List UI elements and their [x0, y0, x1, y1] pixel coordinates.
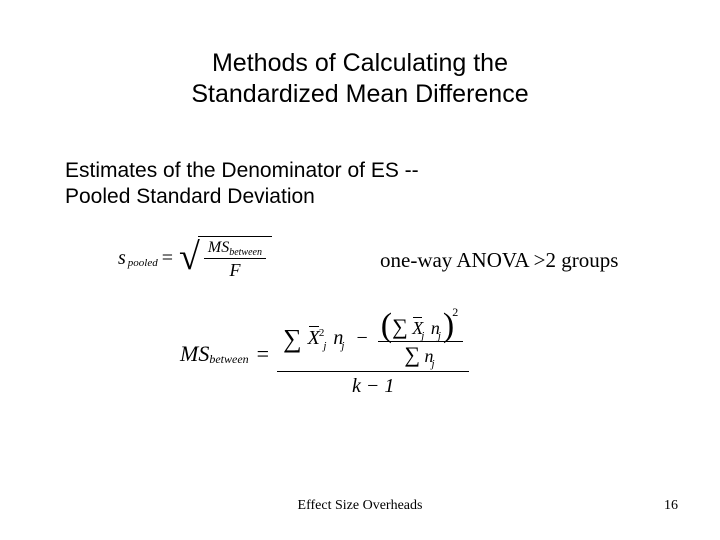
index-j: j [438, 330, 441, 342]
f1-numerator-symbol: MS [208, 239, 229, 256]
subtitle-line-1: Estimates of the Denominator of ES -- [65, 159, 419, 182]
title-line-1: Methods of Calculating the [212, 49, 508, 77]
x-bar: X [308, 327, 320, 350]
equals-sign: = [162, 247, 173, 270]
f2-lhs-symbol: MS [180, 341, 209, 367]
square-root: √ MSbetween F [179, 236, 272, 281]
minus-sign: − [356, 327, 367, 350]
index-j: j [432, 358, 435, 370]
exponent: 2 [452, 305, 458, 319]
f1-lhs-subscript: pooled [128, 257, 158, 269]
radical-icon: √ [179, 238, 200, 283]
annotation-text: one-way ANOVA >2 groups [380, 248, 618, 273]
f1-denominator: F [204, 258, 266, 281]
exponent: 2 [319, 327, 325, 339]
f2-inner-fraction: (∑ Xj nj)2 ∑ nj [378, 310, 463, 367]
f2-denominator: k − 1 [277, 371, 469, 398]
formula-pooled-sd: s pooled = √ MSbetween F [118, 236, 272, 281]
f2-numerator: ∑ X2j nj − (∑ Xj nj)2 [283, 310, 463, 367]
equals-sign: = [257, 341, 269, 367]
sigma-icon: ∑ [392, 314, 408, 339]
index-j: j [323, 340, 326, 352]
page-number: 16 [664, 498, 678, 514]
sigma-icon: ∑ [404, 342, 420, 367]
f2-lhs-subscript: between [209, 352, 248, 367]
index-j: j [421, 330, 424, 342]
f1-lhs-symbol: s [118, 247, 126, 270]
left-paren: ( [381, 307, 392, 344]
f1-numerator-subscript: between [229, 247, 262, 258]
slide: Methods of Calculating the Standardized … [0, 0, 720, 540]
formula-ms-between: MS between = ∑ X2j nj − [180, 310, 469, 398]
subtitle: Estimates of the Denominator of ES -- Po… [65, 158, 625, 211]
sigma-icon: ∑ [283, 326, 302, 352]
title-line-2: Standardized Mean Difference [191, 80, 528, 108]
index-j: j [341, 340, 344, 352]
f2-main-fraction: ∑ X2j nj − (∑ Xj nj)2 [277, 310, 469, 398]
subtitle-line-2: Pooled Standard Deviation [65, 185, 315, 208]
slide-title: Methods of Calculating the Standardized … [0, 48, 720, 111]
footer-text: Effect Size Overheads [0, 498, 720, 514]
f1-fraction: MSbetween F [204, 239, 266, 281]
